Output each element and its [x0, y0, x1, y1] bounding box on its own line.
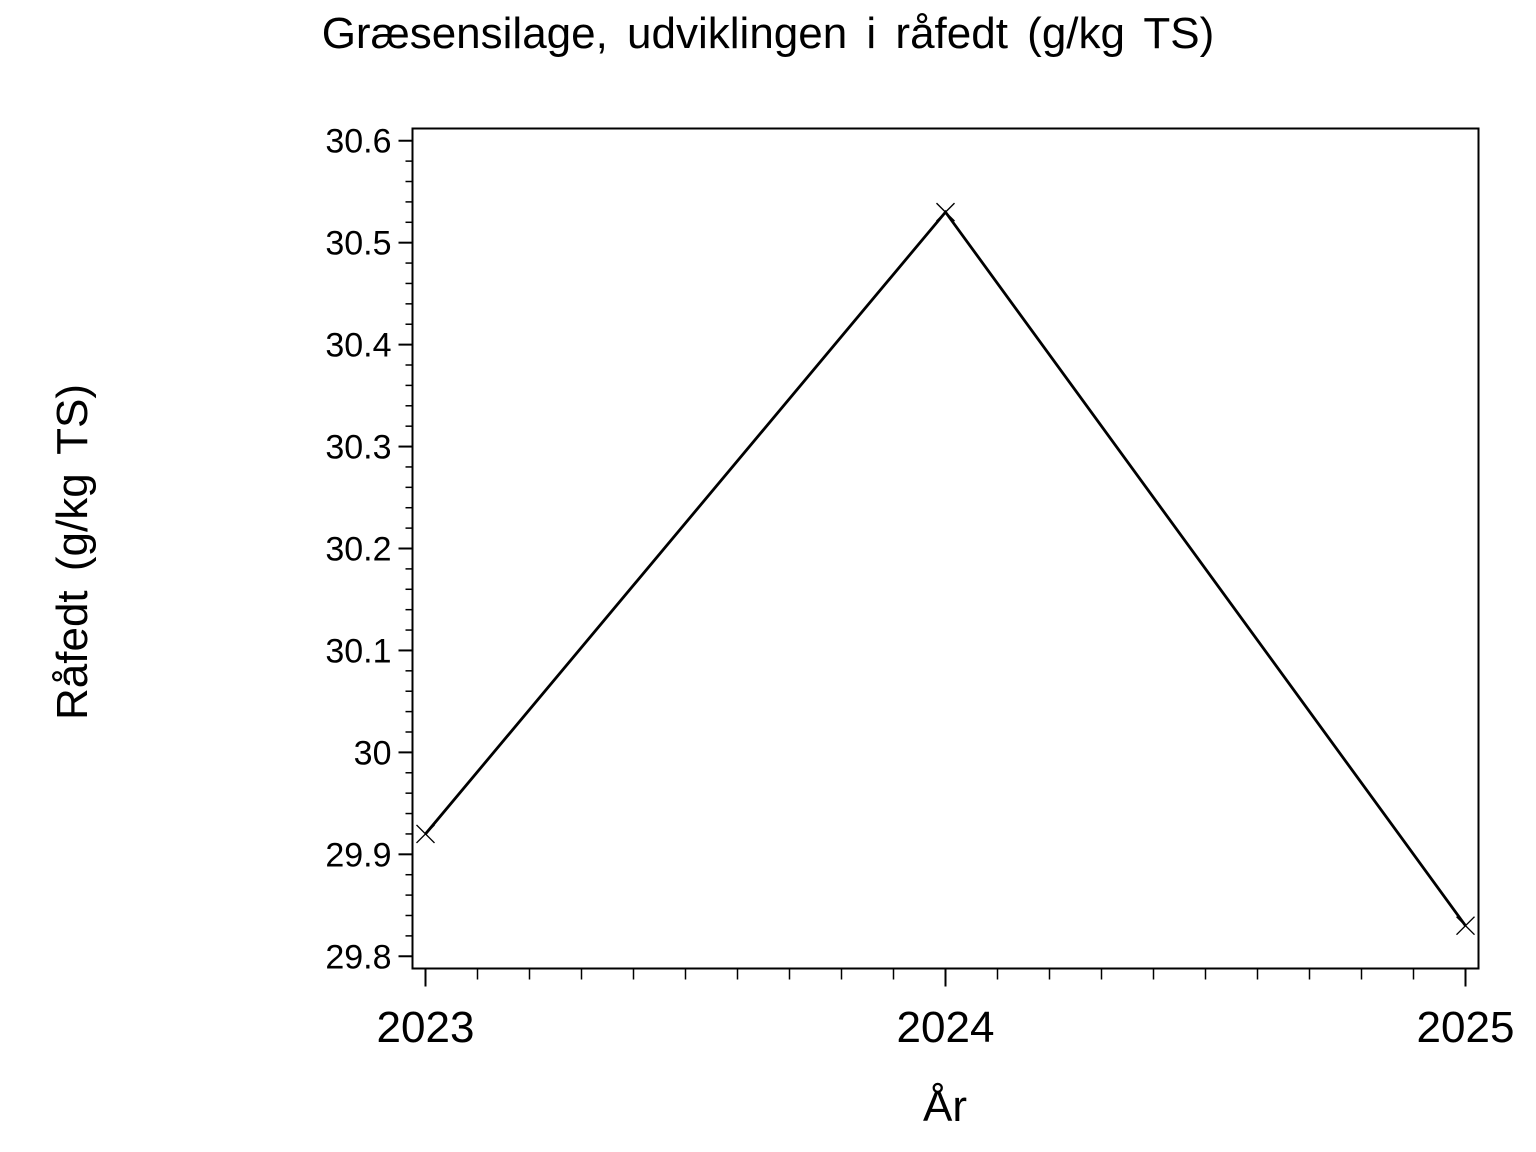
y-tick-label: 29.8	[325, 938, 391, 976]
y-tick-label: 30	[354, 734, 392, 772]
y-tick-label: 30.2	[325, 531, 391, 569]
x-tick-label: 2023	[377, 1003, 475, 1052]
y-tick-label: 30.4	[325, 327, 391, 365]
plot-frame	[411, 127, 1480, 970]
y-tick-label: 30.6	[325, 123, 391, 161]
x-tick-label: 2024	[897, 1003, 995, 1052]
data-point-marker	[1456, 916, 1475, 936]
y-tick-label: 30.1	[325, 632, 391, 670]
chart-title: Græsensilage, udviklingen i råfedt (g/kg…	[321, 9, 1215, 58]
x-axis-title: År	[923, 1082, 967, 1131]
x-tick-label: 2025	[1417, 1003, 1515, 1052]
data-point-marker	[416, 824, 435, 844]
series-line	[424, 209, 1467, 927]
data-point-marker	[936, 202, 955, 222]
y-tick-label: 29.9	[325, 836, 391, 874]
y-tick-label: 30.3	[325, 429, 391, 467]
y-tick-label: 30.5	[325, 225, 391, 263]
